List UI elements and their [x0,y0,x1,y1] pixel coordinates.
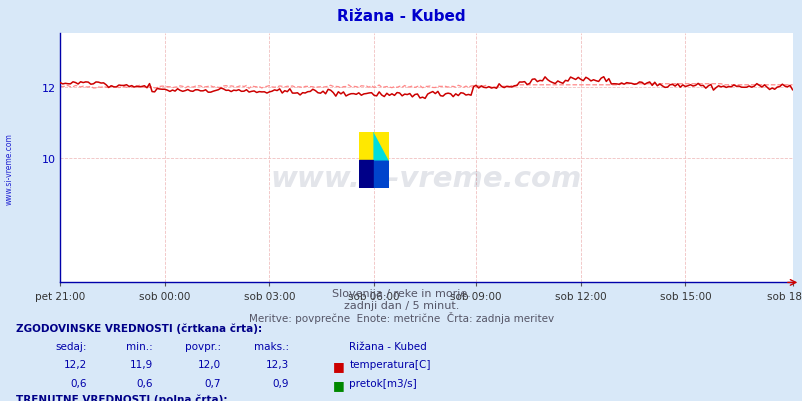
Text: 0,9: 0,9 [272,378,289,388]
Text: www.si-vreme.com: www.si-vreme.com [270,164,581,192]
Text: Rižana - Kubed: Rižana - Kubed [337,9,465,24]
Bar [358,160,374,188]
Text: ZGODOVINSKE VREDNOSTI (črtkana črta):: ZGODOVINSKE VREDNOSTI (črtkana črta): [16,323,262,333]
Text: Meritve: povprečne  Enote: metrične  Črta: zadnja meritev: Meritve: povprečne Enote: metrične Črta:… [249,311,553,323]
Text: temperatura[C]: temperatura[C] [349,360,430,370]
Text: min.:: min.: [126,341,152,351]
Text: ■: ■ [333,378,345,391]
Text: 11,9: 11,9 [129,360,152,370]
Polygon shape [374,132,389,160]
Text: Slovenija / reke in morje.: Slovenija / reke in morje. [332,289,470,299]
Text: 0,6: 0,6 [136,378,152,388]
Polygon shape [374,132,389,160]
Bar [374,132,389,160]
Text: 12,3: 12,3 [265,360,289,370]
Text: 0,6: 0,6 [70,378,87,388]
Text: TRENUTNE VREDNOSTI (polna črta):: TRENUTNE VREDNOSTI (polna črta): [16,393,227,401]
Text: povpr.:: povpr.: [184,341,221,351]
Text: 12,0: 12,0 [197,360,221,370]
Bar [358,132,374,160]
Text: 12,2: 12,2 [63,360,87,370]
Text: zadnji dan / 5 minut.: zadnji dan / 5 minut. [343,300,459,310]
Text: www.si-vreme.com: www.si-vreme.com [5,133,14,204]
Text: ■: ■ [333,359,345,372]
Text: 0,7: 0,7 [204,378,221,388]
Text: sedaj:: sedaj: [55,341,87,351]
Bar [374,160,389,188]
Text: Rižana - Kubed: Rižana - Kubed [349,341,427,351]
Text: maks.:: maks.: [253,341,289,351]
Text: pretok[m3/s]: pretok[m3/s] [349,378,416,388]
